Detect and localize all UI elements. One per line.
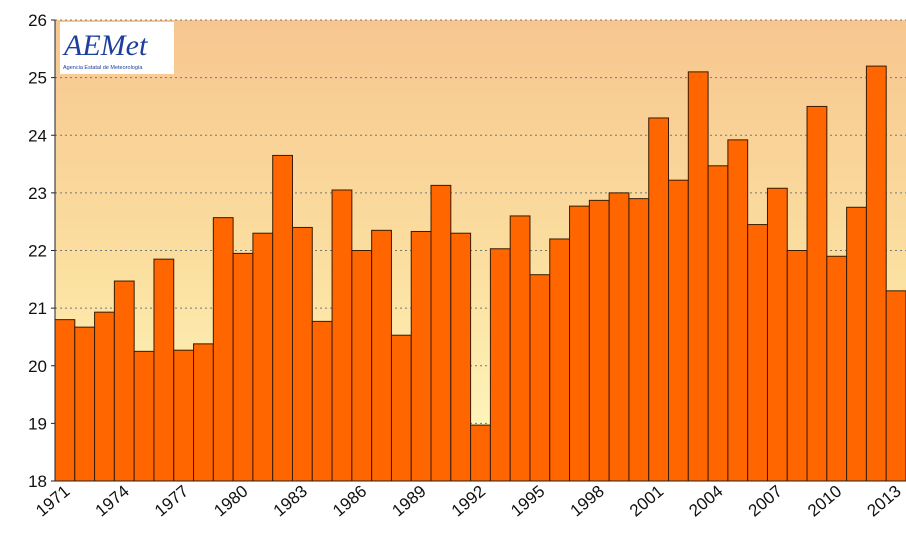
bar <box>133 350 155 482</box>
bar <box>489 248 511 482</box>
bar <box>193 343 214 482</box>
bar <box>272 154 293 482</box>
y-tick-label: 26 <box>28 11 47 30</box>
logo-box <box>60 22 174 74</box>
bar <box>588 199 610 482</box>
bar <box>291 226 313 482</box>
bar <box>470 424 491 482</box>
bar <box>668 179 689 482</box>
bar <box>687 71 709 482</box>
logo-name: AEMet <box>62 29 148 62</box>
x-tick-label: 1989 <box>389 482 430 521</box>
bar <box>806 105 828 482</box>
bar <box>766 187 788 482</box>
y-tick-label: 25 <box>28 69 47 88</box>
y-tick-label: 23 <box>28 184 47 203</box>
bar <box>727 139 749 482</box>
bar <box>113 280 135 482</box>
x-tick-label: 1977 <box>151 482 192 521</box>
bar <box>390 334 412 482</box>
bar <box>846 206 867 482</box>
bar <box>153 258 175 482</box>
bar <box>371 229 392 482</box>
y-tick-label: 18 <box>28 472 47 491</box>
x-tick-label: 1974 <box>92 482 133 521</box>
bar <box>747 224 768 482</box>
y-tick-label: 21 <box>28 299 47 318</box>
bar <box>252 232 274 482</box>
x-tick-label: 2010 <box>804 482 845 521</box>
x-tick-label: 2007 <box>745 482 786 521</box>
x-tick-label: 1998 <box>567 482 608 521</box>
bar <box>608 192 630 482</box>
bar <box>529 274 551 482</box>
bar <box>74 326 96 482</box>
y-tick-label: 19 <box>28 414 47 433</box>
bar <box>331 189 353 482</box>
y-tick-label: 22 <box>28 242 47 261</box>
bar <box>826 255 848 482</box>
bar <box>707 165 729 482</box>
bar <box>648 117 670 482</box>
y-tick-label: 20 <box>28 357 47 376</box>
bar <box>232 252 254 482</box>
bar <box>786 250 808 482</box>
bar <box>885 290 906 482</box>
bar <box>173 349 195 482</box>
x-tick-label: 2001 <box>626 482 667 521</box>
x-tick-label: 1992 <box>448 482 489 521</box>
x-tick-label: 2013 <box>863 482 904 521</box>
bar <box>450 232 472 482</box>
x-tick-label: 1980 <box>210 482 251 521</box>
y-tick-label: 24 <box>28 126 47 145</box>
x-tick-label: 2004 <box>685 482 726 521</box>
bar <box>54 319 76 482</box>
bar <box>430 184 452 482</box>
x-tick-label: 1986 <box>329 482 370 521</box>
bar <box>410 230 432 482</box>
bar <box>865 65 887 482</box>
bar <box>628 198 650 482</box>
logo: AEMet Agencia Estatal de Meteorología <box>60 22 174 74</box>
bar <box>549 238 571 482</box>
x-tick-label: 1983 <box>270 482 311 521</box>
bar <box>311 320 333 482</box>
bar <box>351 250 373 482</box>
bar <box>509 215 531 482</box>
logo-subtitle: Agencia Estatal de Meteorología <box>63 65 143 71</box>
bar <box>569 205 590 482</box>
bar <box>94 311 115 482</box>
x-tick-label: 1995 <box>507 482 548 521</box>
bar <box>212 217 234 482</box>
